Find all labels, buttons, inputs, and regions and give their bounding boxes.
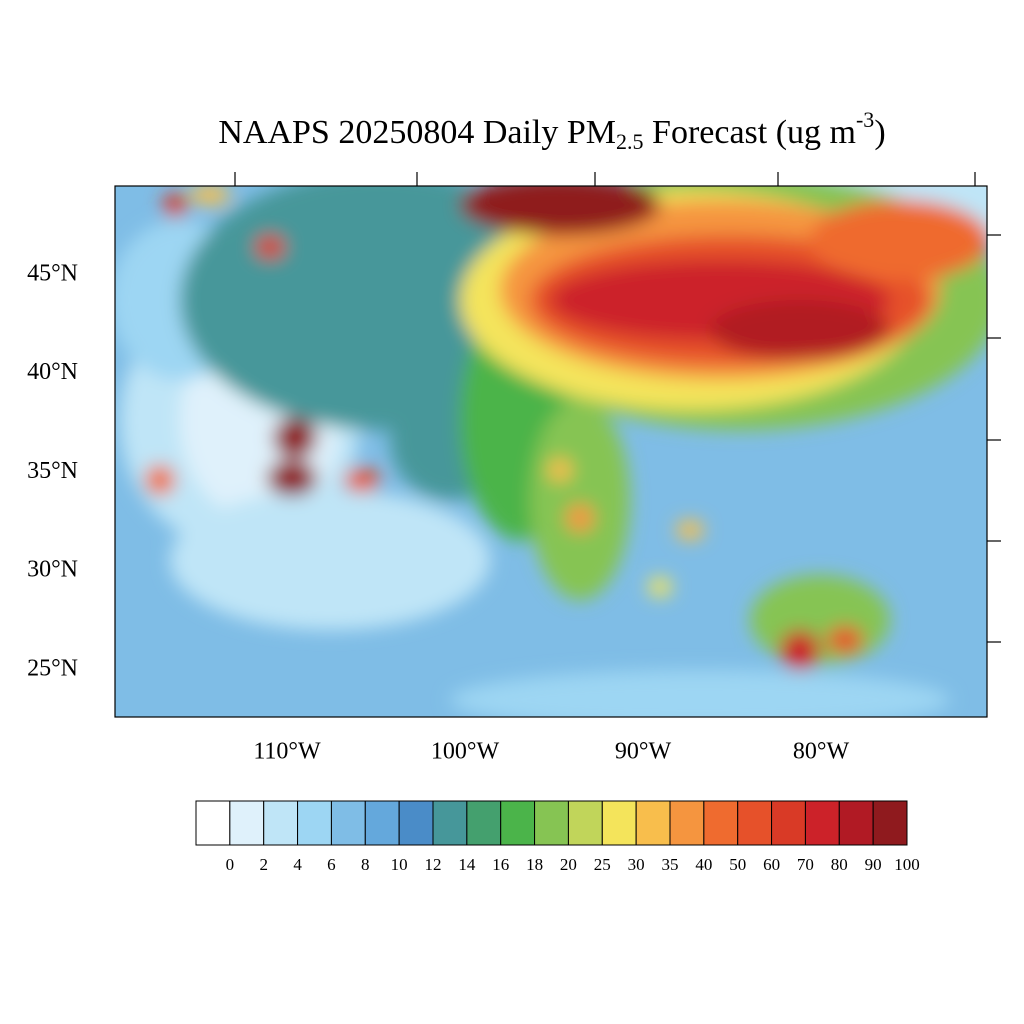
pm25-region xyxy=(780,630,820,670)
colorbar-box xyxy=(838,800,874,846)
colorbar-box xyxy=(398,800,434,846)
colorbar-box xyxy=(229,800,265,846)
title-main: NAAPS 20250804 Daily PM xyxy=(218,114,616,151)
colorbar-label: 16 xyxy=(492,855,509,874)
axis-labels: 45°N 40°N 35°N 30°N 25°N 110°W 100°W 90°W 80°W xyxy=(27,261,849,765)
colorbar-box xyxy=(500,800,536,846)
lon-label: 100°W xyxy=(431,739,500,765)
lat-label: 35°N xyxy=(27,458,78,484)
colorbar-label: 4 xyxy=(293,855,302,874)
pm25-region xyxy=(460,186,660,235)
colorbar-label: 12 xyxy=(425,855,442,874)
colorbar-box xyxy=(195,800,231,846)
colorbar-label: 25 xyxy=(594,855,611,874)
colorbar-box xyxy=(432,800,468,846)
colorbar-label: 70 xyxy=(797,855,814,874)
colorbar-label: 20 xyxy=(560,855,577,874)
pm25-region xyxy=(710,300,890,360)
colorbar-box xyxy=(534,800,569,846)
map-frame xyxy=(114,185,988,718)
colorbar-label: 0 xyxy=(226,855,235,874)
frame-ticks xyxy=(234,172,1001,643)
pm25-region xyxy=(344,468,380,492)
lat-label: 45°N xyxy=(27,261,78,287)
pm25-region xyxy=(273,418,317,458)
lat-label: 30°N xyxy=(27,557,78,583)
colorbar-box xyxy=(263,800,299,846)
title-end: ) xyxy=(874,114,885,151)
colorbar-label: 30 xyxy=(628,855,645,874)
colorbar-label: 8 xyxy=(361,855,370,874)
colorbar-label: 90 xyxy=(865,855,882,874)
colorbar-label: 50 xyxy=(729,855,746,874)
pm25-field xyxy=(115,186,987,717)
colorbar-label: 18 xyxy=(526,855,543,874)
pm25-region xyxy=(450,670,950,717)
lon-label: 110°W xyxy=(253,739,321,765)
pm25-region xyxy=(676,520,704,540)
colorbar-box xyxy=(804,800,840,846)
pm25-region xyxy=(548,458,572,482)
colorbar-label: 35 xyxy=(662,855,679,874)
field-blobs xyxy=(115,186,987,717)
lon-label: 80°W xyxy=(793,739,850,765)
pm25-region xyxy=(810,200,987,280)
colorbar-box xyxy=(669,800,705,846)
pm25-region xyxy=(170,490,490,630)
colorbar-label: 80 xyxy=(831,855,848,874)
colorbar-label: 6 xyxy=(327,855,336,874)
colorbar-box xyxy=(297,800,332,846)
colorbar-label: 40 xyxy=(695,855,712,874)
colorbar-label: 10 xyxy=(391,855,408,874)
colorbar-box xyxy=(872,800,908,846)
colorbar-box xyxy=(364,800,400,846)
lat-label: 40°N xyxy=(27,359,78,385)
pm25-region xyxy=(190,186,230,205)
colorbar-label: 2 xyxy=(259,855,268,874)
pm25-region xyxy=(163,193,187,217)
colorbar-box xyxy=(567,800,603,846)
colorbar-box xyxy=(330,800,366,846)
lon-label: 90°W xyxy=(615,739,672,765)
title-superscript: -3 xyxy=(856,107,874,132)
pm25-region xyxy=(255,235,285,259)
title: NAAPS 20250804 Daily PM2.5 Forecast (ug … xyxy=(218,107,885,154)
title-mid: Forecast (ug m xyxy=(644,114,856,151)
colorbar-label: 14 xyxy=(458,855,476,874)
colorbar-label: 100 xyxy=(894,855,920,874)
colorbar-box xyxy=(635,800,671,846)
pm25-region xyxy=(648,577,672,597)
pm25-region xyxy=(267,460,317,496)
colorbar-label: 60 xyxy=(763,855,780,874)
pm25-region xyxy=(566,504,594,532)
pm25-region xyxy=(145,465,175,495)
colorbar-box xyxy=(737,800,773,846)
pm25-region xyxy=(530,400,630,600)
colorbar: 0 2 4 6 8 10 12 14 16 18 20 25 30 35 40 50 60 70 80 90 100 xyxy=(195,800,920,874)
title-subscript: 2.5 xyxy=(616,129,644,154)
colorbar-box xyxy=(466,800,502,846)
colorbar-box xyxy=(703,800,739,846)
lat-label: 25°N xyxy=(27,655,78,681)
pm25-region xyxy=(750,575,890,665)
colorbar-box xyxy=(771,800,806,846)
colorbar-box xyxy=(601,800,637,846)
pm25-region xyxy=(827,626,863,654)
